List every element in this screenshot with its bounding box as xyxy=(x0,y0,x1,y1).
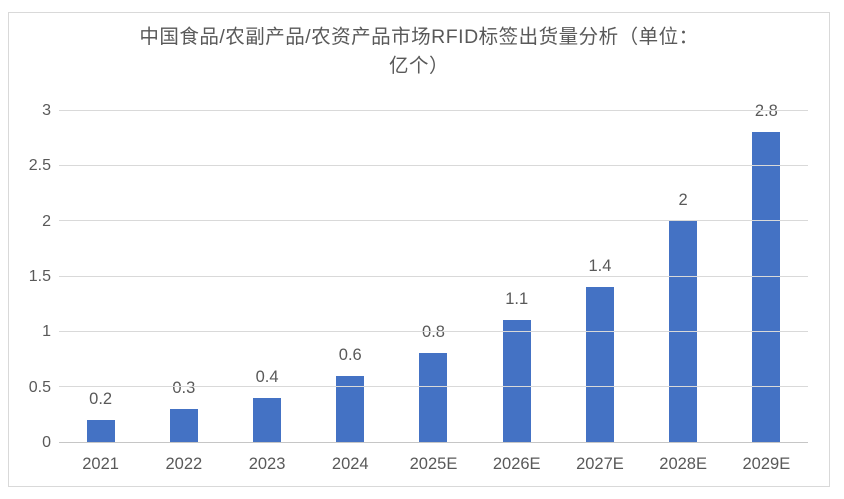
bar-value-label: 0.8 xyxy=(422,323,445,342)
bar-value-label: 0.6 xyxy=(338,345,362,364)
bar-column-2029E: 2.8 xyxy=(725,102,808,442)
bar-column-2026E: 1.1 xyxy=(475,111,558,442)
x-tick-label-2024: 2024 xyxy=(331,455,369,473)
x-tick-label-2022: 2022 xyxy=(165,455,203,473)
plot-area: 0.2 0.3 0.4 0.6 0.8 1.1 1.4 2 2.8 xyxy=(59,102,808,443)
x-tick-label-2023: 2023 xyxy=(248,455,286,473)
y-tick-label: 2.5 xyxy=(28,157,51,175)
y-tick-label: 0.5 xyxy=(28,378,51,396)
chart-title: 中国食品/农副产品/农资产品市场RFID标签出货量分析（单位： 亿个） xyxy=(9,23,829,81)
bar-value-label: 0.3 xyxy=(172,378,196,397)
bar-value-label: 1.4 xyxy=(588,257,612,276)
y-tick-label: 2 xyxy=(42,212,51,230)
gridline xyxy=(59,386,808,388)
y-tick-label: 1.5 xyxy=(28,268,51,285)
bar-column-2028E: 2 xyxy=(642,111,725,442)
bar-column-2021: 0.2 xyxy=(59,111,142,442)
bar-column-2022: 0.3 xyxy=(142,111,225,442)
bar-2029E xyxy=(752,132,781,442)
bar-value-label: 2 xyxy=(678,190,688,209)
gridline xyxy=(59,275,808,277)
chart-title-line1: 中国食品/农副产品/农资产品市场RFID标签出货量分析（单位： xyxy=(139,26,699,48)
x-tick-label-2021: 2021 xyxy=(82,455,119,473)
gridline xyxy=(59,330,808,332)
gridline xyxy=(59,164,808,166)
bar-value-label: 0.4 xyxy=(255,367,279,386)
bar-2023 xyxy=(253,397,282,442)
x-tick-label-2025E: 2025E xyxy=(409,455,458,473)
bar-value-label: 0.2 xyxy=(89,389,113,408)
x-tick-label-2026E: 2026E xyxy=(492,455,541,473)
chart-panel: 中国食品/农副产品/农资产品市场RFID标签出货量分析（单位： 亿个） 0 0.5… xyxy=(8,12,830,487)
bar-value-label: 2.8 xyxy=(754,102,778,121)
x-axis: 2021 2022 2023 2024 2025E 2026E 2027E 2028E 2029… xyxy=(59,451,808,477)
chart-title-line2: 亿个） xyxy=(388,55,449,77)
bar-2027E xyxy=(585,287,614,442)
x-tick-label-2029E: 2029E xyxy=(742,455,791,473)
bar-column-2024: 0.6 xyxy=(309,111,392,442)
bar-column-2025E: 0.8 xyxy=(392,111,475,442)
x-tick-label-2027E: 2027E xyxy=(576,455,624,473)
y-tick-label: 0 xyxy=(42,434,51,451)
bar-2025E xyxy=(419,353,448,442)
y-tick-label: 1 xyxy=(42,323,51,341)
gridline xyxy=(59,220,808,222)
bar-2026E xyxy=(502,320,531,442)
bar-2022 xyxy=(169,408,198,442)
y-tick-label: 3 xyxy=(42,102,51,119)
bar-column-2023: 0.4 xyxy=(225,111,308,442)
bar-2021 xyxy=(86,419,115,442)
x-tick-label-2028E: 2028E xyxy=(659,455,707,473)
gridline xyxy=(59,109,808,111)
bar-column-2027E: 1.4 xyxy=(558,111,641,442)
bars-row: 0.2 0.3 0.4 0.6 0.8 1.1 1.4 2 2.8 xyxy=(59,102,808,442)
bar-value-label: 1.1 xyxy=(505,290,529,309)
y-axis: 0 0.5 1 1.5 2 2.5 3 xyxy=(9,103,51,451)
